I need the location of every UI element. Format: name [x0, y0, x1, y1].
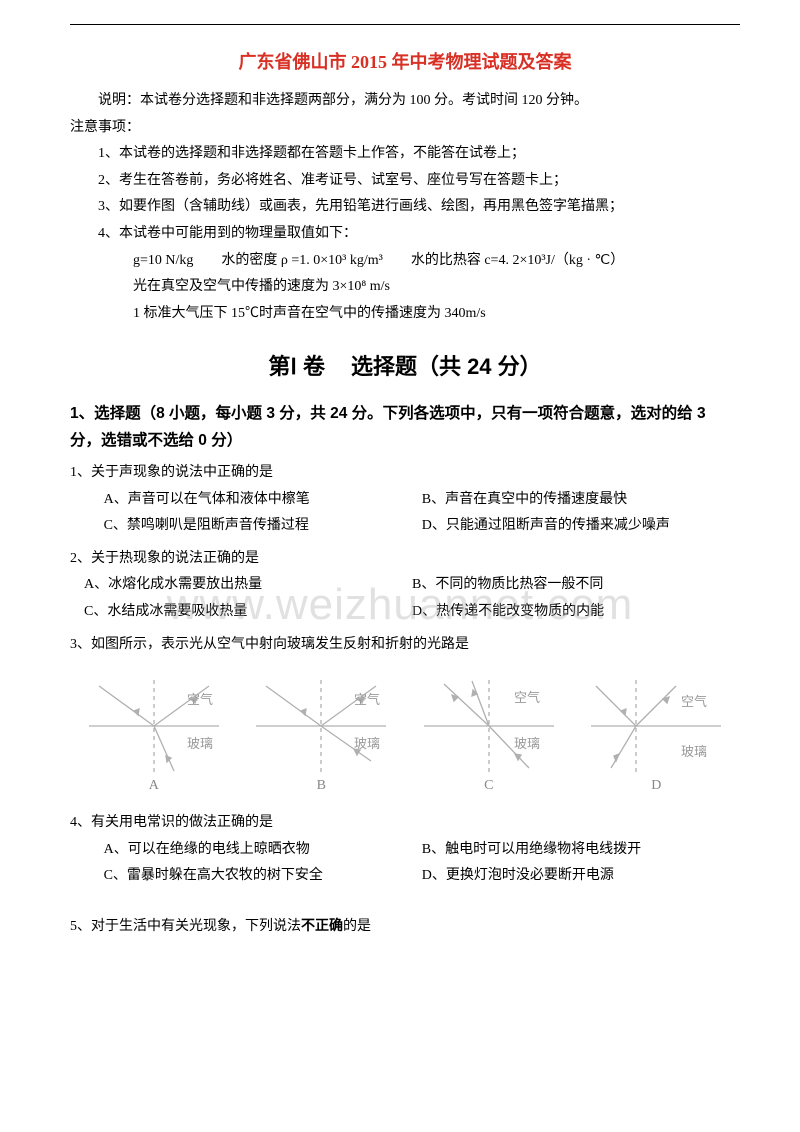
- q1-stem: 1、关于声现象的说法中正确的是: [70, 460, 740, 487]
- q4-opt-a: A、可以在绝缘的电线上晾晒衣物: [104, 837, 422, 864]
- diag-label-b: B: [246, 778, 396, 794]
- constant-2: 光在真空及空气中传播的速度为 3×10⁸ m/s: [70, 274, 740, 301]
- label-air: 空气: [187, 692, 213, 707]
- label-air: 空气: [514, 690, 540, 705]
- doc-title: 广东省佛山市 2015 年中考物理试题及答案: [70, 48, 740, 74]
- q4-opt-b: B、触电时可以用绝缘物将电线拨开: [422, 837, 740, 864]
- constant-3: 1 标准大气压下 15℃时声音在空气中的传播速度为 340m/s: [70, 301, 740, 328]
- diagram-d: 空气 玻璃 D: [581, 666, 731, 794]
- q1-opt-c: C、禁鸣喇叭是阻断声音传播过程: [104, 513, 422, 540]
- notice-label: 注意事项：: [70, 115, 740, 142]
- section-title-b: 选择题（共 24 分）: [351, 354, 542, 379]
- notice-3: 3、如要作图（含辅助线）或画表，先用铅笔进行画线、绘图，再用黑色签字笔描黑；: [70, 194, 740, 221]
- q5-stem: 5、对于生活中有关光现象，下列说法不正确的是: [70, 914, 740, 941]
- label-glass: 玻璃: [514, 736, 540, 751]
- label-glass: 玻璃: [354, 736, 380, 751]
- diag-label-d: D: [581, 778, 731, 794]
- q2-stem: 2、关于热现象的说法正确的是: [70, 546, 740, 573]
- q3-stem: 3、如图所示，表示光从空气中射向玻璃发生反射和折射的光路是: [70, 632, 740, 659]
- question-2: 2、关于热现象的说法正确的是 A、冰熔化成水需要放出热量 B、不同的物质比热容一…: [70, 546, 740, 626]
- notice-1: 1、本试卷的选择题和非选择题都在答题卡上作答，不能答在试卷上；: [70, 141, 740, 168]
- label-air: 空气: [354, 692, 380, 707]
- q4-opt-c: C、雷暴时躲在高大农牧的树下安全: [104, 863, 422, 890]
- q1-opt-d: D、只能通过阻断声音的传播来减少噪声: [422, 513, 740, 540]
- diagram-b: 空气 玻璃 B: [246, 666, 396, 794]
- label-air: 空气: [681, 694, 707, 709]
- section-title-a: 第Ⅰ 卷: [268, 354, 325, 379]
- question-1: 1、关于声现象的说法中正确的是 A、声音可以在气体和液体中檫笔 B、声音在真空中…: [70, 460, 740, 540]
- label-glass: 玻璃: [187, 736, 213, 751]
- top-rule: [70, 24, 740, 25]
- diagram-row: 空气 玻璃 A 空气 玻璃 B: [70, 666, 740, 794]
- diag-label-a: A: [79, 778, 229, 794]
- q2-opt-d: D、热传递不能改变物质的内能: [412, 599, 740, 626]
- q2-opt-a: A、冰熔化成水需要放出热量: [84, 572, 412, 599]
- q1-opt-b: B、声音在真空中的传播速度最快: [422, 487, 740, 514]
- section-title: 第Ⅰ 卷 选择题（共 24 分）: [70, 349, 740, 381]
- diagram-c: 空气 玻璃 C: [414, 666, 564, 794]
- constant-1: g=10 N/kg 水的密度 ρ =1. 0×10³ kg/m³ 水的比热容 c…: [70, 248, 740, 275]
- q1-opt-a: A、声音可以在气体和液体中檫笔: [104, 487, 422, 514]
- question-group-head: 1、选择题（8 小题，每小题 3 分，共 24 分。下列各选项中，只有一项符合题…: [70, 401, 740, 454]
- question-3: 3、如图所示，表示光从空气中射向玻璃发生反射和折射的光路是: [70, 632, 740, 659]
- q2-opt-c: C、水结成冰需要吸收热量: [84, 599, 412, 626]
- q4-opt-d: D、更换灯泡时没必要断开电源: [422, 863, 740, 890]
- intro-line: 说明：本试卷分选择题和非选择题两部分，满分为 100 分。考试时间 120 分钟…: [70, 88, 740, 115]
- label-glass: 玻璃: [681, 744, 707, 759]
- notice-2: 2、考生在答卷前，务必将姓名、准考证号、试室号、座位号写在答题卡上；: [70, 168, 740, 195]
- notice-4: 4、本试卷中可能用到的物理量取值如下：: [70, 221, 740, 248]
- question-5: 5、对于生活中有关光现象，下列说法不正确的是: [70, 914, 740, 941]
- diagram-a: 空气 玻璃 A: [79, 666, 229, 794]
- q2-opt-b: B、不同的物质比热容一般不同: [412, 572, 740, 599]
- question-4: 4、有关用电常识的做法正确的是 A、可以在绝缘的电线上晾晒衣物 B、触电时可以用…: [70, 810, 740, 890]
- diag-label-c: C: [414, 778, 564, 794]
- q4-stem: 4、有关用电常识的做法正确的是: [70, 810, 740, 837]
